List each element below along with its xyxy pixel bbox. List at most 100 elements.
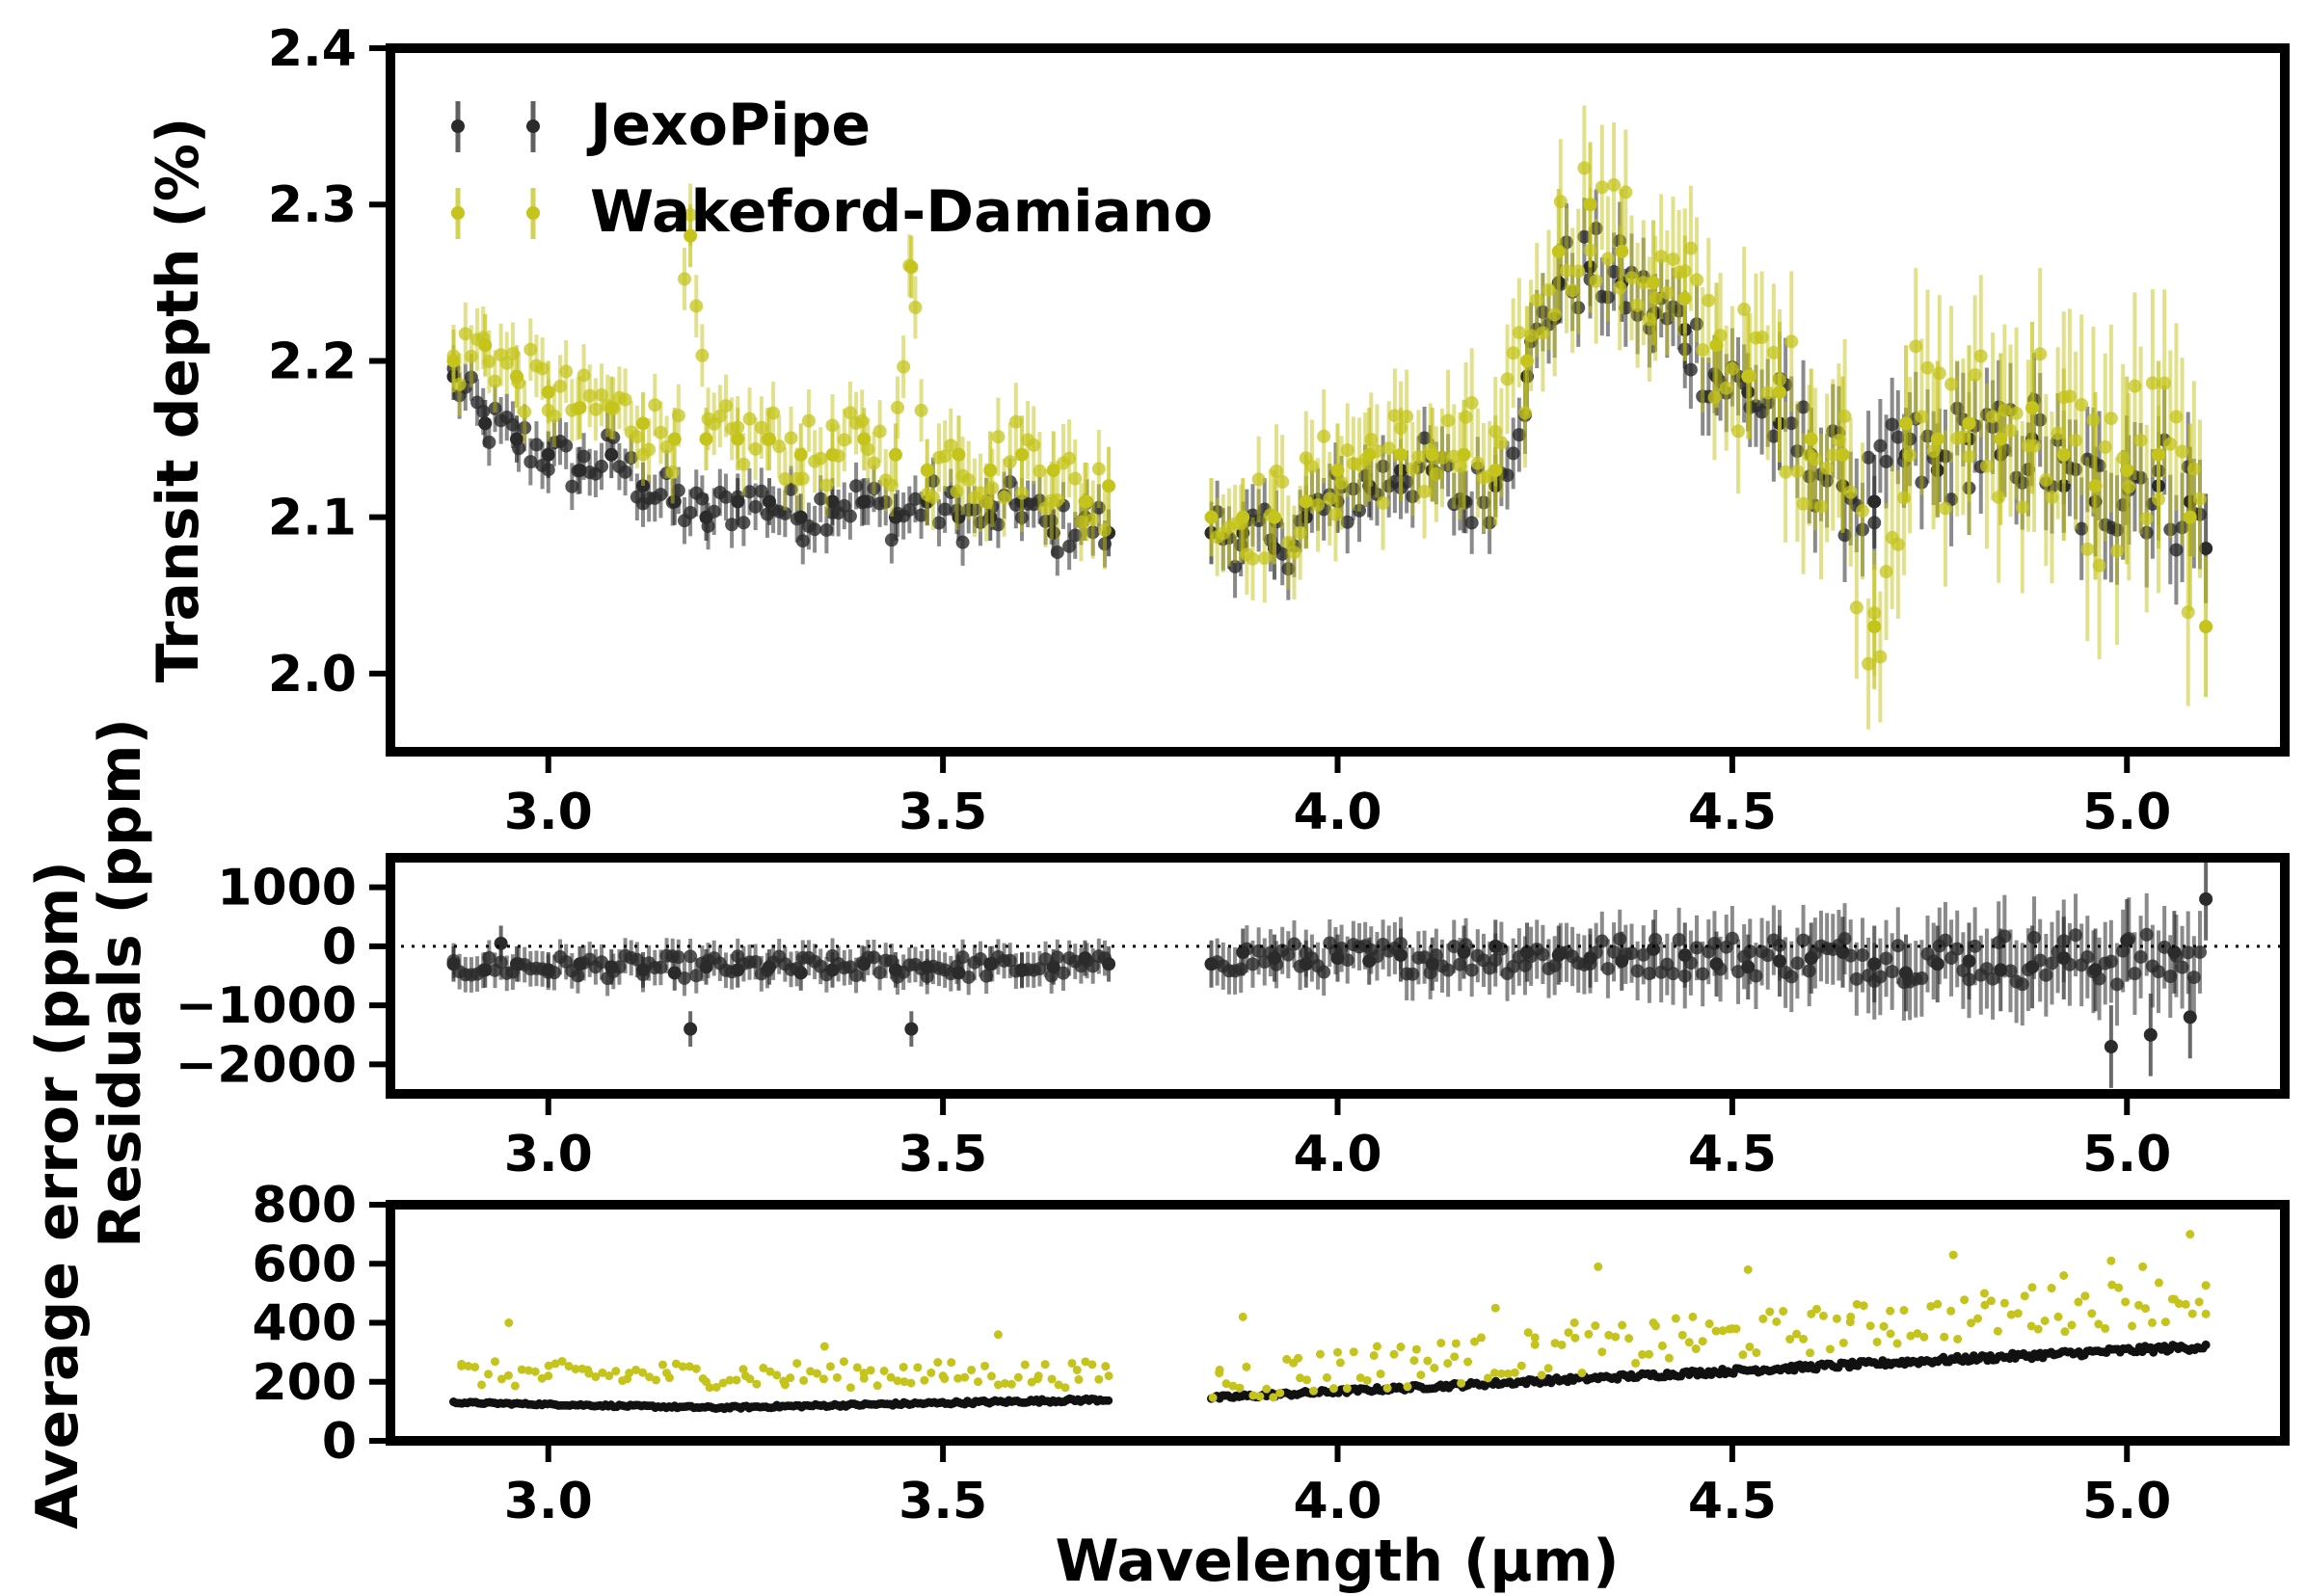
jexopipe-point <box>793 510 808 524</box>
wakeford-damiano-error-point <box>1389 1349 1399 1359</box>
wakeford-damiano-error-point <box>825 1362 835 1371</box>
residual-point <box>1268 951 1281 966</box>
jexopipe-point <box>565 479 579 493</box>
wakeford-damiano-point <box>891 400 905 414</box>
wakeford-damiano-error-point <box>1718 1326 1728 1336</box>
wakeford-damiano-point <box>778 472 792 487</box>
wakeford-damiano-error-point <box>2147 1317 2157 1327</box>
wakeford-damiano-error-point <box>1624 1334 1634 1343</box>
wakeford-damiano-error-point <box>1074 1374 1084 1384</box>
wakeford-damiano-point <box>1494 436 1509 450</box>
jexopipe-point <box>1683 362 1698 377</box>
wakeford-damiano-error-point <box>711 1382 721 1392</box>
wakeford-damiano-error-point <box>691 1364 701 1373</box>
wakeford-damiano-error-point <box>1470 1337 1480 1346</box>
wakeford-damiano-error-point <box>544 1371 553 1381</box>
residual-point <box>510 957 523 971</box>
wakeford-damiano-error-point <box>530 1367 540 1376</box>
wakeford-damiano-error-point <box>1040 1360 1050 1370</box>
wakeford-damiano-error-point <box>893 1376 902 1386</box>
jexopipe-point <box>559 439 574 453</box>
jexopipe-point <box>595 459 609 473</box>
wakeford-damiano-point <box>573 401 587 415</box>
residual-point <box>825 963 840 977</box>
wakeford-damiano-error-point <box>1328 1384 1338 1394</box>
wakeford-damiano-point <box>712 409 727 423</box>
wakeford-damiano-point <box>1268 510 1281 524</box>
middle-axes-frame <box>386 853 2290 1099</box>
jexopipe-point <box>938 502 952 517</box>
residual-point <box>1457 945 1471 959</box>
wakeford-damiano-error-point <box>920 1375 929 1385</box>
wakeford-damiano-point <box>541 385 555 399</box>
residual-point <box>2015 977 2029 992</box>
wakeford-damiano-error-point <box>571 1365 580 1374</box>
residual-point <box>857 957 871 971</box>
wakeford-damiano-error-point <box>799 1375 809 1385</box>
jexopipe-point <box>529 438 544 452</box>
wakeford-damiano-point <box>1956 430 1971 444</box>
residual-point <box>494 955 508 970</box>
wakeford-damiano-point <box>1826 448 1840 463</box>
wakeford-damiano-error-point <box>477 1380 487 1390</box>
wakeford-damiano-error-point <box>1550 1339 1560 1348</box>
wakeford-damiano-point <box>1299 494 1313 509</box>
wakeford-damiano-error-point <box>2140 1304 2150 1314</box>
wakeford-damiano-error-point <box>1376 1370 1385 1379</box>
residual-point <box>748 954 763 969</box>
wakeford-damiano-point <box>2122 480 2136 494</box>
jexopipe-point <box>1068 528 1083 543</box>
legend-label-wakeford-damiano: Wakeford-Damiano <box>590 178 1213 246</box>
wakeford-damiano-error-point <box>759 1363 768 1372</box>
wakeford-damiano-point <box>925 490 940 504</box>
residual-point <box>2183 1010 2197 1024</box>
wakeford-damiano-error-point <box>1490 1303 1500 1313</box>
wakeford-damiano-point <box>1571 264 1586 279</box>
wakeford-damiano-error-point <box>1859 1301 1868 1311</box>
wakeford-damiano-point <box>1362 447 1377 462</box>
wakeford-damiano-point <box>1636 276 1650 290</box>
jexopipe-point <box>684 505 698 519</box>
wakeford-damiano-error-point <box>2160 1317 2170 1327</box>
jexopipe-point <box>849 479 864 493</box>
wakeford-damiano-error-point <box>1604 1330 1614 1340</box>
wakeford-damiano-point <box>991 430 1006 444</box>
jexopipe-point <box>1862 450 1876 465</box>
top-x-tick-label: 4.5 <box>1688 784 1777 841</box>
wakeford-damiano-point <box>1630 298 1645 312</box>
wakeford-damiano-point <box>1862 656 1876 671</box>
wakeford-damiano-error-point <box>1450 1352 1460 1362</box>
wakeford-damiano-point <box>1086 513 1100 527</box>
residual-point <box>2175 960 2189 974</box>
wakeford-damiano-point <box>731 432 745 446</box>
wakeford-damiano-point <box>667 432 682 446</box>
wakeford-damiano-error-point <box>2059 1271 2069 1280</box>
wakeford-damiano-point <box>1246 551 1260 566</box>
wakeford-damiano-error-point <box>2107 1280 2117 1290</box>
wakeford-damiano-point <box>1330 464 1345 477</box>
residual-point <box>952 966 966 980</box>
wakeford-damiano-error-point <box>645 1372 655 1382</box>
wakeford-damiano-error-point <box>1986 1296 1996 1306</box>
wakeford-damiano-point <box>1281 535 1296 549</box>
wakeford-damiano-point <box>889 447 902 462</box>
wakeford-damiano-point <box>642 442 657 457</box>
jexopipe-point <box>1400 475 1414 490</box>
wakeford-damiano-error-point <box>1597 1347 1607 1357</box>
wakeford-damiano-error-point <box>986 1371 996 1381</box>
jexopipe-point <box>1228 559 1243 573</box>
jexopipe-point <box>1607 264 1622 279</box>
wakeford-damiano-point <box>1944 377 1959 391</box>
wakeford-damiano-point <box>1796 496 1810 511</box>
wakeford-damiano-point <box>2062 389 2077 404</box>
wakeford-damiano-error-point <box>623 1374 632 1384</box>
wakeford-damiano-error-point <box>1704 1319 1714 1329</box>
wakeford-damiano-point <box>920 464 934 477</box>
residual-point <box>1677 948 1692 963</box>
residual-point <box>2133 949 2148 964</box>
wakeford-damiano-error-point <box>702 1377 711 1387</box>
residual-point <box>1709 957 1724 971</box>
wakeford-damiano-error-point <box>1960 1295 1970 1305</box>
wakeford-damiano-error-point <box>1799 1334 1809 1343</box>
